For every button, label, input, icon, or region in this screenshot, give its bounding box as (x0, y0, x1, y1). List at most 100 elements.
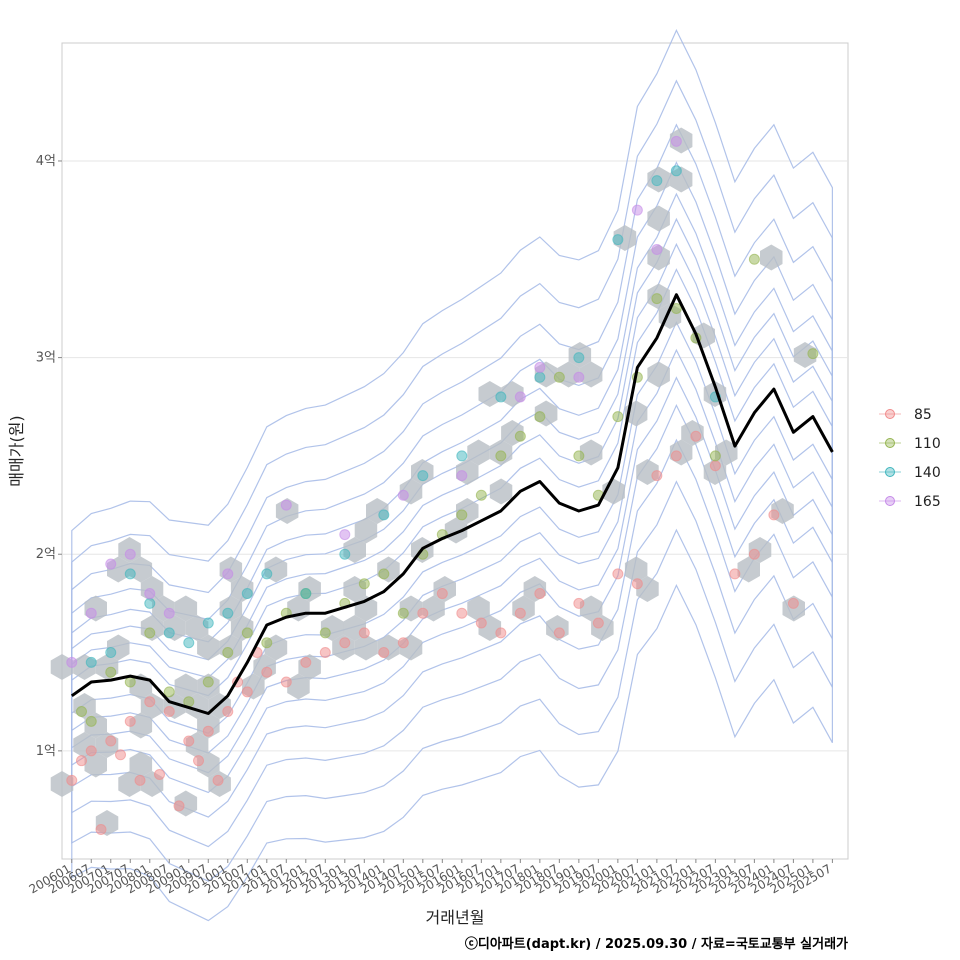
hexbin-cell (197, 712, 220, 739)
point-110 (144, 627, 156, 639)
point-165 (397, 489, 409, 501)
point-165 (631, 204, 643, 216)
point-85 (378, 647, 390, 659)
legend: 85 110 140 165 (879, 407, 941, 510)
point-85 (193, 755, 205, 767)
density-contour (71, 28, 833, 922)
point-165 (85, 607, 97, 619)
point-85 (709, 460, 721, 472)
point-110 (85, 715, 97, 727)
point-85 (124, 715, 136, 727)
point-85 (300, 656, 312, 668)
point-140 (144, 597, 156, 609)
point-85 (573, 597, 585, 609)
point-110 (612, 411, 624, 423)
hexbin-cell (287, 673, 310, 700)
point-85 (768, 509, 780, 521)
hexbin-cell (624, 556, 648, 583)
y-tick-label: 1억 (36, 744, 56, 759)
point-140 (105, 647, 117, 659)
hexbin-cell (118, 771, 141, 797)
point-140 (241, 588, 253, 600)
point-85 (592, 617, 604, 629)
point-85 (222, 706, 234, 718)
point-85 (202, 725, 214, 737)
point-85 (553, 627, 565, 639)
hexbin-cell (793, 342, 817, 368)
point-110 (553, 371, 565, 383)
point-165 (573, 371, 585, 383)
legend-key-point (885, 496, 895, 506)
point-110 (241, 627, 253, 639)
point-85 (115, 749, 127, 761)
point-140 (612, 234, 624, 246)
hexbin-cell (354, 634, 378, 661)
point-165 (163, 607, 175, 619)
trend-line (70, 293, 834, 715)
hexbin-cell (197, 634, 220, 661)
point-110 (456, 509, 468, 521)
point-140 (378, 509, 390, 521)
point-140 (163, 627, 175, 639)
point-165 (144, 588, 156, 600)
hexbin-cell (760, 244, 783, 271)
point-165 (124, 548, 136, 560)
y-axis-title: 매매가(원) (7, 415, 26, 486)
point-140 (417, 470, 429, 482)
point-85 (163, 706, 175, 718)
point-85 (85, 745, 97, 757)
point-110 (807, 348, 819, 360)
hexbin-cell (185, 615, 209, 641)
hexbin-cell (489, 478, 513, 505)
point-85 (183, 735, 195, 747)
point-85 (651, 470, 663, 482)
point-110 (222, 647, 234, 659)
legend-key-point (885, 438, 895, 448)
legend-label: 110 (914, 436, 941, 452)
point-85 (134, 774, 146, 786)
point-85 (144, 696, 156, 708)
hexbin-cell (467, 595, 490, 622)
hexbin-cell (647, 205, 670, 232)
point-140 (456, 450, 468, 462)
legend-key-point (885, 467, 895, 477)
hexbin-cell (579, 595, 603, 622)
point-165 (105, 558, 117, 570)
point-140 (124, 568, 136, 580)
point-140 (183, 637, 195, 649)
hexbin-cell (579, 439, 603, 466)
point-110 (475, 489, 487, 501)
point-140 (261, 568, 273, 580)
point-110 (202, 676, 214, 688)
point-110 (495, 450, 507, 462)
hexbin-cell (737, 556, 760, 583)
point-165 (339, 529, 351, 541)
point-165 (514, 391, 526, 403)
y-tick-label: 2억 (36, 547, 56, 562)
point-165 (280, 499, 292, 511)
point-85 (173, 800, 185, 812)
point-85 (495, 627, 507, 639)
point-85 (436, 588, 448, 600)
point-165 (651, 243, 663, 255)
point-110 (514, 430, 526, 442)
point-165 (222, 568, 234, 580)
point-140 (534, 371, 546, 383)
hexbin-cell (129, 751, 153, 778)
point-85 (397, 637, 409, 649)
point-110 (76, 706, 88, 718)
point-110 (358, 578, 370, 590)
point-165 (456, 470, 468, 482)
point-85 (631, 578, 643, 590)
caption: ⓒ디아파트(dapt.kr) / 2025.09.30 / 자료=국토교통부 실… (465, 936, 848, 952)
point-85 (358, 627, 370, 639)
point-85 (729, 568, 741, 580)
point-110 (651, 293, 663, 305)
point-110 (748, 253, 760, 265)
point-140 (573, 352, 585, 364)
point-110 (573, 450, 585, 462)
point-140 (85, 656, 97, 668)
point-165 (66, 656, 78, 668)
point-85 (105, 735, 117, 747)
